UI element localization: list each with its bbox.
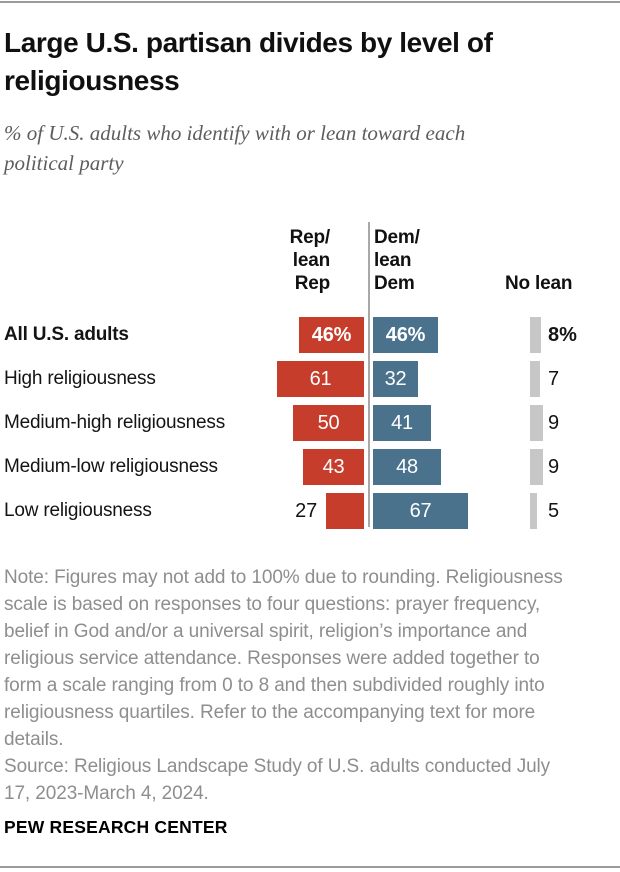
rep-bar: 61 <box>277 361 364 397</box>
dem-bar: 41 <box>373 405 431 441</box>
chart-row: High religiousness 61 32 7 <box>0 361 620 397</box>
no-lean-bar <box>530 317 541 353</box>
no-lean-value-label: 9 <box>548 456 560 478</box>
no-lean-bar <box>530 361 540 397</box>
dem-bar: 48 <box>373 449 441 485</box>
no-lean-value-label: 9 <box>548 412 560 434</box>
rep-bar: 43 <box>303 449 364 485</box>
chart-row: Low religiousness 27 67 5 <box>0 493 620 529</box>
source-text: Source: Religious Landscape Study of U.S… <box>4 756 551 804</box>
dem-value-label: 32 <box>384 368 407 390</box>
column-header-no-lean: No lean <box>505 273 573 294</box>
rep-value-label: 46% <box>311 324 352 346</box>
chart-row: Medium-low religiousness 43 48 9 <box>0 449 620 485</box>
no-lean-bar <box>530 405 543 441</box>
row-label: High religiousness <box>4 368 156 389</box>
row-label: Low religiousness <box>4 500 152 521</box>
dem-value-label: 41 <box>391 412 413 434</box>
bottom-rule <box>0 866 620 868</box>
note-text: Note: Figures may not add to 100% due to… <box>4 567 563 750</box>
rep-bar <box>326 493 364 529</box>
column-header-dem: Dem/ lean Dem <box>374 227 420 294</box>
rep-value-label: 43 <box>322 456 345 478</box>
rep-bar: 50 <box>293 405 364 441</box>
no-lean-value-label: 5 <box>548 500 560 522</box>
no-lean-value-label: 8% <box>548 324 577 346</box>
column-header-rep: Rep/ lean Rep <box>289 227 331 294</box>
top-rule <box>0 1 620 3</box>
dem-bar: 32 <box>373 361 418 397</box>
chart-row: Medium-high religiousness 50 41 9 <box>0 405 620 441</box>
row-label: Medium-low religiousness <box>4 456 218 477</box>
dem-bar: 46% <box>373 317 438 353</box>
dem-value-label: 48 <box>396 456 418 478</box>
chart-title: Large U.S. partisan divides by level of … <box>4 27 493 96</box>
rep-bar: 46% <box>299 317 364 353</box>
brand-footer: PEW RESEARCH CENTER <box>4 817 228 837</box>
chart-row: All U.S. adults 46% 46% 8% <box>0 317 620 353</box>
dem-bar: 67 <box>373 493 468 529</box>
no-lean-bar <box>530 449 543 485</box>
rep-value-label: 61 <box>309 368 332 390</box>
chart-subtitle: % of U.S. adults who identify with or le… <box>4 121 466 175</box>
row-label: All U.S. adults <box>4 324 129 345</box>
dem-value-label: 46% <box>385 324 426 346</box>
rep-value-label: 50 <box>317 412 340 434</box>
dem-value-label: 67 <box>409 500 432 522</box>
no-lean-bar <box>530 493 537 529</box>
axis-divider-line <box>368 222 370 527</box>
row-label: Medium-high religiousness <box>4 412 225 433</box>
no-lean-value-label: 7 <box>548 368 560 390</box>
footnotes: Note: Figures may not add to 100% due to… <box>4 564 614 807</box>
rep-value-label: 27 <box>295 500 317 522</box>
